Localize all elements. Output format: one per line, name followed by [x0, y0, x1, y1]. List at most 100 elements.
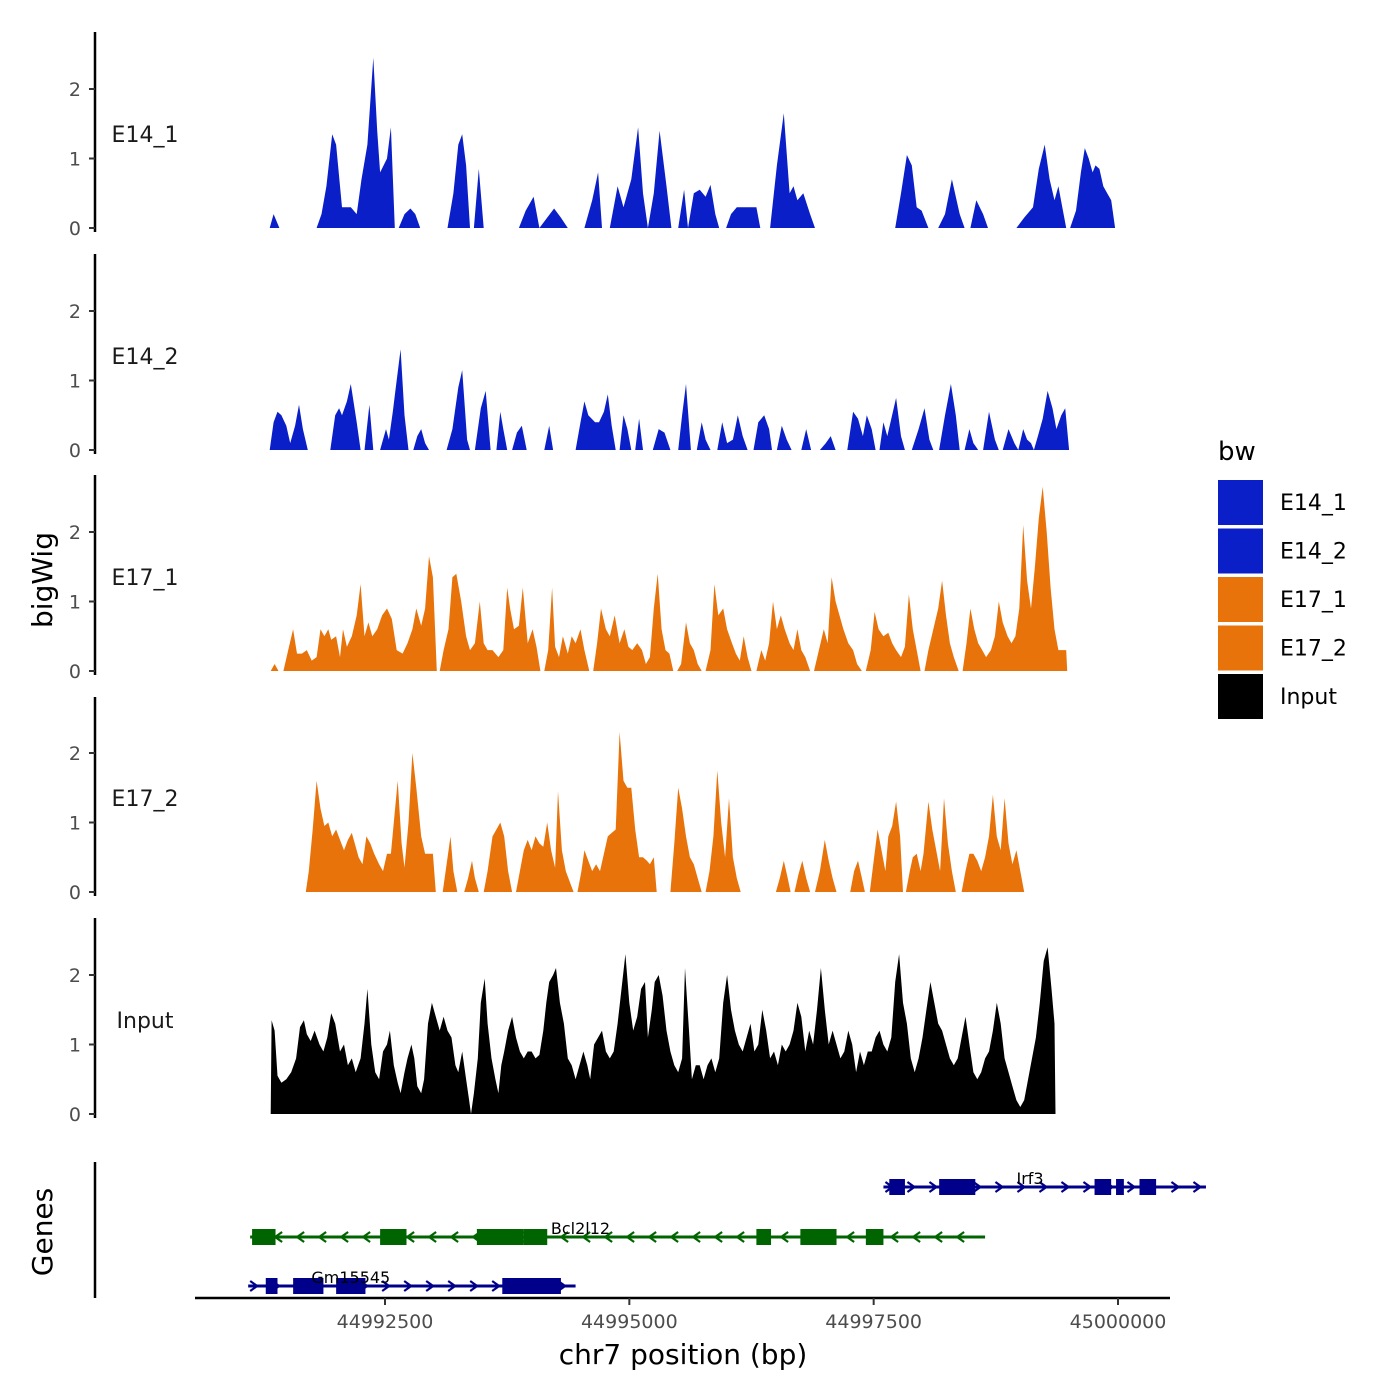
strand-chevron: [779, 1231, 789, 1243]
strand-chevron: [889, 1231, 899, 1243]
legend-entry-input: Input: [1218, 674, 1337, 719]
x-tick-label: 45000000: [1070, 1311, 1167, 1333]
legend-title: bw: [1218, 437, 1256, 467]
legend-label: E14_1: [1280, 491, 1347, 516]
strand-chevron: [249, 1280, 260, 1292]
strand-chevron: [403, 1280, 414, 1292]
exon: [293, 1278, 324, 1294]
legend-entry-e17-1: E17_1: [1218, 577, 1347, 622]
track-label: E14_2: [112, 345, 179, 370]
strand-chevron: [735, 1231, 745, 1243]
strand-chevron: [425, 1280, 436, 1292]
strand-chevron: [933, 1231, 943, 1243]
exon: [252, 1229, 276, 1245]
signal-area: [269, 57, 1116, 229]
strand-chevron: [713, 1231, 723, 1243]
y-tick-label: 1: [69, 371, 81, 393]
track-label: E17_1: [112, 566, 179, 591]
exon: [502, 1278, 561, 1294]
track-label: Input: [117, 1009, 174, 1034]
genes-axis-title: Genes: [26, 1188, 59, 1276]
track-label: E14_1: [112, 123, 179, 148]
gene-gm15545: Gm15545: [248, 1268, 576, 1294]
gene-irf3: Irf3: [883, 1169, 1206, 1195]
strand-chevron: [1060, 1181, 1071, 1193]
gene-label: Bcl2l12: [551, 1219, 610, 1238]
y-tick-label: 1: [69, 813, 81, 835]
y-tick-label: 0: [69, 1104, 81, 1126]
y-tick-label: 2: [69, 965, 81, 987]
y-tick-label: 2: [69, 79, 81, 101]
legend-swatch: [1218, 674, 1263, 719]
strand-chevron: [427, 1231, 437, 1243]
strand-chevron: [691, 1231, 701, 1243]
track-e17-2: 0 1 2 E17_2: [69, 697, 1025, 904]
y-tick-label: 0: [69, 440, 81, 462]
track-e14-2: 0 1 2 E14_2: [69, 254, 1070, 462]
exon: [1094, 1179, 1112, 1195]
legend-label: E17_1: [1280, 588, 1347, 613]
strand-chevron: [339, 1231, 349, 1243]
gene-bcl2l12: Bcl2l12: [250, 1219, 986, 1245]
y-tick-label: 0: [69, 218, 81, 240]
exon: [865, 1229, 884, 1245]
strand-chevron: [1170, 1181, 1181, 1193]
legend-swatch: [1218, 528, 1263, 574]
legend-label: E14_2: [1280, 540, 1347, 565]
legend-entry-e14-2: E14_2: [1218, 528, 1347, 574]
exon: [1116, 1179, 1124, 1195]
signal-area: [270, 486, 1068, 671]
strand-chevron: [1016, 1181, 1027, 1193]
strand-chevron: [1126, 1181, 1137, 1193]
strand-chevron: [1192, 1181, 1203, 1193]
strand-chevron: [603, 1231, 613, 1243]
strand-chevron: [845, 1231, 855, 1243]
y-tick-label: 1: [69, 592, 81, 614]
legend-entry-e14-1: E14_1: [1218, 480, 1347, 525]
exon: [1139, 1179, 1157, 1195]
strand-chevron: [559, 1231, 569, 1243]
x-tick-label: 44995000: [581, 1311, 678, 1333]
y-tick-label: 1: [69, 1035, 81, 1057]
exon: [523, 1229, 548, 1245]
strand-chevron: [955, 1231, 965, 1243]
exon: [336, 1278, 366, 1294]
strand-chevron: [972, 1181, 983, 1193]
strand-chevron: [469, 1280, 480, 1292]
x-tick-label: 44992500: [337, 1311, 434, 1333]
signal-tracks: 0 1 2 E14_1 0 1 2 E14_2 0 1 2 E17_1 0 1 2 E17_2 0 1 2 Input: [69, 32, 1116, 1126]
strand-chevron: [581, 1231, 591, 1243]
y-tick-label: 0: [69, 882, 81, 904]
strand-chevron: [911, 1231, 921, 1243]
strand-chevron: [928, 1181, 939, 1193]
exon: [265, 1278, 278, 1294]
x-axis-title: chr7 position (bp): [559, 1338, 808, 1371]
strand-chevron: [1082, 1181, 1093, 1193]
legend-swatch: [1218, 480, 1263, 525]
gene-track: Irf3 Bcl2l12 Gm15545: [93, 1162, 1206, 1298]
strand-chevron: [625, 1231, 635, 1243]
signal-area: [270, 947, 1056, 1114]
track-input: 0 1 2 Input: [69, 918, 1056, 1126]
legend-swatch: [1218, 625, 1263, 671]
signal-area: [269, 349, 1070, 450]
legend-label: E17_2: [1280, 637, 1347, 662]
exon: [800, 1229, 837, 1245]
track-label: E17_2: [112, 787, 179, 812]
strand-chevron: [449, 1231, 459, 1243]
strand-chevron: [994, 1181, 1005, 1193]
legend-label: Input: [1280, 685, 1337, 710]
y-tick-label: 2: [69, 522, 81, 544]
y-tick-label: 1: [69, 149, 81, 171]
y-tick-label: 2: [69, 743, 81, 765]
legend: bw E14_1 E14_2 E17_1 E17_2 Input: [1218, 437, 1347, 719]
exon: [889, 1179, 905, 1195]
strand-chevron: [906, 1181, 917, 1193]
strand-chevron: [647, 1231, 657, 1243]
exon: [756, 1229, 772, 1245]
strand-chevron: [381, 1280, 392, 1292]
strand-chevron: [405, 1231, 415, 1243]
strand-chevron: [1038, 1181, 1049, 1193]
x-tick-label: 44997500: [825, 1311, 922, 1333]
